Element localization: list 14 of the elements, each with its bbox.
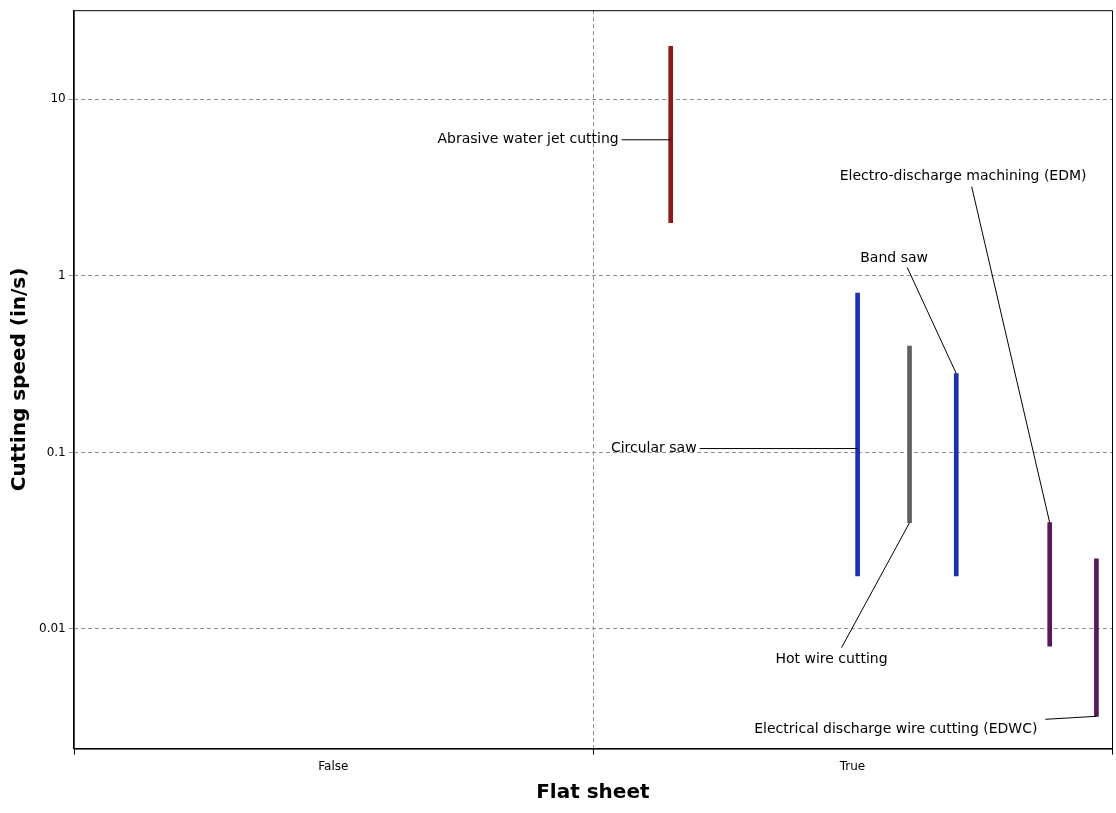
- text: Circular saw: [610, 439, 697, 456]
- y-axis-title: Cutting speed (in/s): [6, 267, 31, 492]
- x-axis-title: Flat sheet: [536, 779, 650, 804]
- y-tick-label: 0.01: [39, 621, 66, 636]
- y-tick-label: 1: [58, 268, 66, 283]
- y-tick-label: 10: [50, 91, 66, 106]
- text: Electro-discharge machining (EDM): [839, 167, 1087, 184]
- text: Band saw: [860, 249, 928, 266]
- x-tick-label: False: [318, 758, 349, 773]
- text: Hot wire cutting: [775, 650, 888, 667]
- y-tick-label: 0.1: [46, 444, 66, 459]
- text: Electrical discharge wire cutting (EDWC): [754, 719, 1038, 736]
- text: Abrasive water jet cutting: [437, 130, 619, 147]
- x-tick-label: True: [838, 758, 866, 773]
